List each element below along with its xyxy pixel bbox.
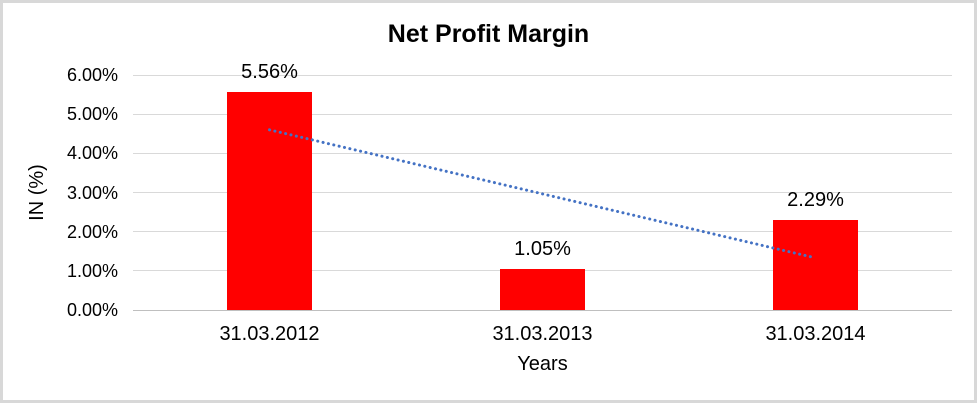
y-axis: 0.00% 1.00% 2.00% 3.00% 4.00% 5.00% 6.00% <box>3 65 118 320</box>
bar-31.03.2013 <box>500 268 585 310</box>
y-axis-tick-label: 6.00% <box>66 65 118 85</box>
plot-area: Years 5.56% 31.03.2012 1.05% 31.03.2013 2.29… <box>133 61 952 375</box>
x-axis-tick-label: 31.03.2014 <box>765 323 866 345</box>
trendline <box>268 128 817 260</box>
x-axis-tick-label: 31.03.2012 <box>219 323 320 345</box>
gridline <box>133 74 952 76</box>
chart-title: Net Profit Margin <box>387 20 590 48</box>
gridline <box>133 113 952 115</box>
x-axis-tick-label: 31.03.2013 <box>492 323 593 345</box>
trendline-line <box>268 128 817 260</box>
bar-data-label: 2.29% <box>787 189 844 212</box>
bar-data-label: 5.56% <box>241 61 298 84</box>
y-axis-tick-label: 5.00% <box>66 104 118 125</box>
y-axis-tick-label: 2.00% <box>66 221 118 242</box>
bar-31.03.2014 <box>773 220 858 310</box>
x-axis-line <box>133 309 952 311</box>
y-axis-tick-label: 4.00% <box>66 143 118 164</box>
x-axis-title: Years <box>517 353 568 375</box>
gridline <box>133 231 952 233</box>
y-axis-tick-label: 3.00% <box>66 182 118 203</box>
gridline <box>133 152 952 154</box>
y-axis-tick-label: 0.00% <box>66 300 118 320</box>
bar-data-label: 1.05% <box>514 237 571 260</box>
y-axis-tick-label: 1.00% <box>66 260 118 281</box>
